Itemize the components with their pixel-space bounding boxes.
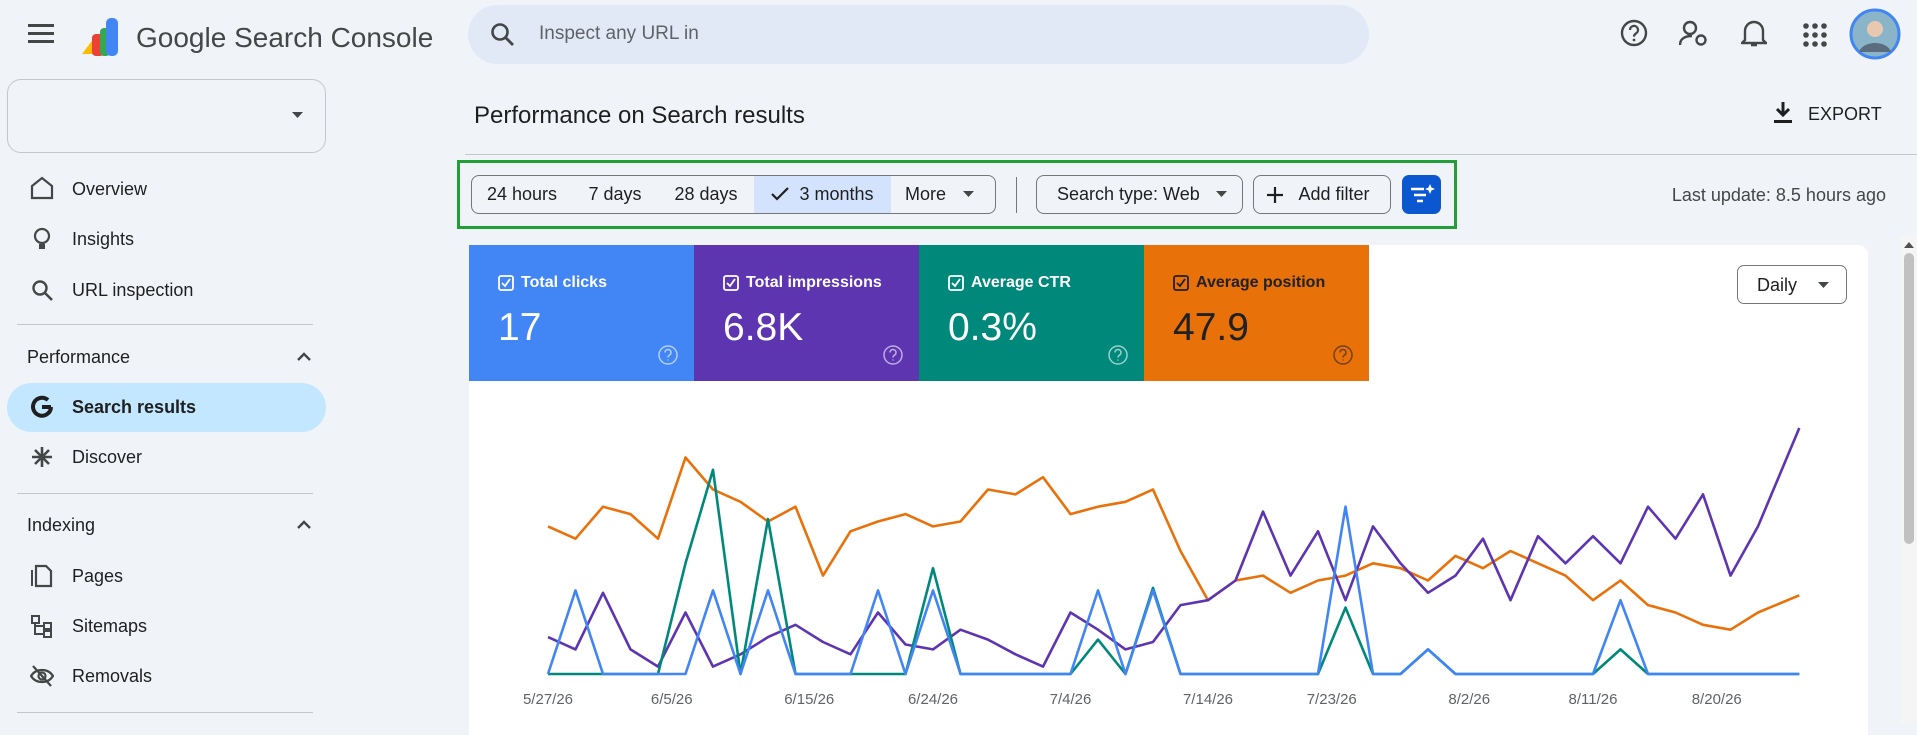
filter-suggest-button[interactable] bbox=[1402, 175, 1441, 214]
metric-label: Average CTR bbox=[971, 274, 1071, 291]
scroll-up-arrow[interactable] bbox=[1903, 240, 1915, 249]
help-icon[interactable] bbox=[1620, 19, 1648, 47]
tile-icons bbox=[723, 275, 903, 365]
help-icon-mark bbox=[1339, 348, 1347, 361]
collapse-icons[interactable] bbox=[296, 350, 312, 540]
checkbox bbox=[948, 275, 964, 291]
metric-label: Total impressions bbox=[746, 274, 882, 291]
nav-icons bbox=[30, 176, 54, 687]
metric-label: Average position bbox=[1196, 274, 1326, 291]
dropdown-arrow bbox=[1818, 282, 1829, 288]
checkbox-check bbox=[501, 278, 511, 288]
x-tick-label: 8/20/26 bbox=[1692, 691, 1742, 708]
series-line bbox=[547, 427, 1801, 668]
metric-tile[interactable]: Total impressions 6.8K bbox=[694, 245, 919, 381]
divider bbox=[17, 324, 313, 325]
notifications-icon[interactable] bbox=[1741, 18, 1767, 48]
search-bar[interactable] bbox=[468, 5, 1369, 64]
checkbox bbox=[1173, 275, 1189, 291]
divider bbox=[17, 712, 313, 713]
checkbox-check bbox=[726, 278, 736, 288]
metric-tile[interactable]: Average CTR 0.3% bbox=[919, 245, 1144, 381]
x-tick-label: 6/15/26 bbox=[784, 691, 834, 708]
metric-value: 47.9 bbox=[1173, 306, 1249, 349]
help-icon bbox=[883, 345, 903, 365]
menu-icon[interactable] bbox=[28, 22, 56, 44]
last-update: Last update: 8.5 hours ago bbox=[1671, 185, 1886, 205]
help-icon bbox=[1333, 345, 1353, 365]
date-range-button[interactable]: 24 hours bbox=[471, 175, 573, 214]
export-icon bbox=[1774, 102, 1792, 123]
metric-tile[interactable]: Average position 47.9 bbox=[1144, 245, 1369, 381]
highlight-box bbox=[457, 160, 1457, 229]
nav-item-active[interactable]: Search results bbox=[72, 397, 197, 417]
checkbox-check bbox=[951, 278, 961, 288]
x-tick-label: 5/27/26 bbox=[523, 691, 573, 708]
export-button[interactable]: EXPORT bbox=[1808, 104, 1882, 124]
add-filter-button[interactable]: Add filter bbox=[1253, 175, 1391, 214]
nav-item[interactable]: Discover bbox=[72, 447, 143, 467]
page-title: Performance on Search results bbox=[474, 102, 805, 129]
metric-value: 6.8K bbox=[723, 306, 804, 349]
metric-tile[interactable]: Total clicks 17 bbox=[469, 245, 694, 381]
nav-item[interactable]: URL inspection bbox=[72, 280, 194, 300]
granularity-label: Daily bbox=[1757, 275, 1798, 295]
date-range-more[interactable]: More bbox=[891, 175, 996, 214]
search-placeholder: Inspect any URL in bbox=[539, 23, 699, 44]
tile-icons bbox=[498, 275, 678, 365]
divider bbox=[17, 493, 313, 494]
nav-section-title[interactable]: Performance bbox=[27, 347, 131, 367]
checkbox-check bbox=[1176, 278, 1186, 288]
checkbox bbox=[498, 275, 514, 291]
help-icon bbox=[1108, 345, 1128, 365]
metric-value: 17 bbox=[498, 306, 542, 349]
users-settings-icon[interactable] bbox=[1679, 19, 1709, 47]
date-range-button-selected[interactable]: 3 months bbox=[754, 175, 892, 214]
property-selector[interactable] bbox=[7, 79, 326, 153]
tile-icons bbox=[948, 275, 1128, 365]
product-name: Google Search Console bbox=[136, 22, 434, 53]
nav-item[interactable]: Overview bbox=[72, 179, 148, 199]
help-icon-mark bbox=[889, 348, 897, 361]
x-tick-label: 7/23/26 bbox=[1307, 691, 1357, 708]
avatar[interactable] bbox=[1849, 8, 1901, 60]
metric-value: 0.3% bbox=[948, 306, 1037, 349]
granularity-dropdown[interactable] bbox=[1737, 265, 1847, 304]
series-line bbox=[546, 505, 1800, 676]
divider bbox=[465, 154, 1917, 155]
dropdown-arrow bbox=[292, 112, 303, 118]
help-icon-mark bbox=[1114, 348, 1122, 361]
nav-section-title[interactable]: Indexing bbox=[27, 515, 96, 535]
nav-item[interactable]: Removals bbox=[72, 666, 153, 686]
x-tick-label: 7/4/26 bbox=[1050, 691, 1092, 708]
date-range-button[interactable]: 7 days bbox=[572, 175, 659, 214]
search-icon bbox=[491, 23, 514, 46]
nav-item[interactable]: Insights bbox=[72, 229, 135, 249]
plus-icon bbox=[1267, 187, 1283, 203]
x-tick-label: 6/5/26 bbox=[651, 691, 693, 708]
search-type-dropdown[interactable]: Search type: Web bbox=[1036, 175, 1243, 214]
apps-icon[interactable] bbox=[1803, 23, 1827, 47]
metric-label: Total clicks bbox=[521, 274, 607, 291]
active-nav-highlight bbox=[7, 383, 326, 432]
x-tick-label: 8/2/26 bbox=[1448, 691, 1490, 708]
logo bbox=[82, 18, 118, 56]
dropdown-arrow bbox=[1216, 191, 1227, 197]
checkbox bbox=[723, 275, 739, 291]
x-tick-label: 6/24/26 bbox=[908, 691, 958, 708]
scrollbar-thumb[interactable] bbox=[1904, 253, 1914, 544]
separator bbox=[1016, 177, 1017, 213]
help-icon-mark bbox=[664, 348, 672, 361]
nav-item[interactable]: Pages bbox=[72, 566, 124, 586]
dropdown-arrow bbox=[963, 191, 974, 197]
check-icon bbox=[771, 187, 789, 201]
series-line bbox=[547, 456, 1800, 631]
tile-icons bbox=[1173, 275, 1353, 365]
help-icon bbox=[658, 345, 678, 365]
x-tick-label: 7/14/26 bbox=[1183, 691, 1233, 708]
x-tick-label: 8/11/26 bbox=[1569, 691, 1618, 708]
nav-item[interactable]: Sitemaps bbox=[72, 616, 148, 636]
